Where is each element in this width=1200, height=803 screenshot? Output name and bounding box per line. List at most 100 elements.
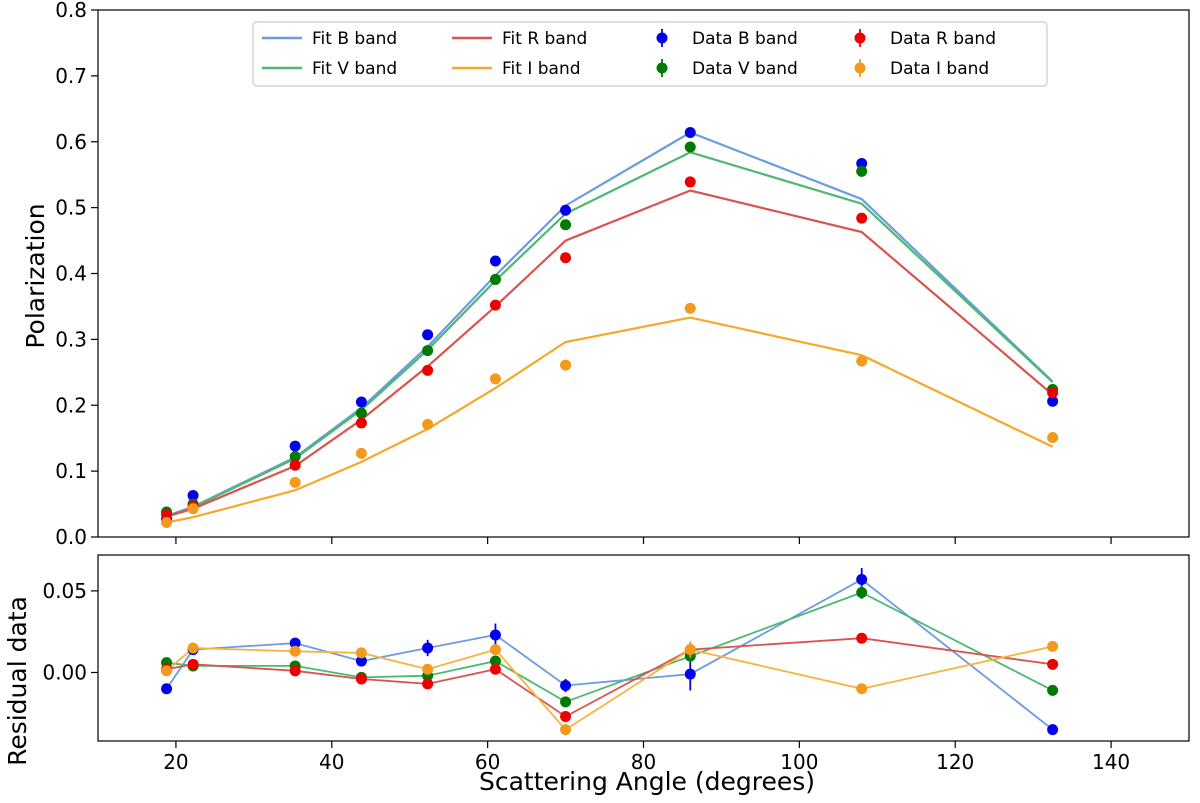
residual-point [489,629,501,641]
data-point [489,255,501,267]
data-point [489,373,501,385]
data-point [161,509,173,521]
residual-point [684,668,696,680]
data-point [856,157,868,169]
data-point [856,165,868,177]
y-axis-title-residual: Residual data [3,596,32,766]
legend-marker-swatch [854,62,866,74]
residual-point [1047,640,1059,652]
residual-line-residual-v-band [166,591,1054,703]
residual-point [187,642,199,654]
legend-item-fit-i-band: Fit I band [452,59,581,79]
residual-point [856,573,868,585]
data-point [684,176,696,188]
data-point [355,447,367,459]
fit-line-fit-i-band [166,316,1054,524]
data-point [560,359,572,371]
residual-point [422,642,434,654]
y-tick-label: 0.3 [55,327,87,351]
data-point [856,355,868,367]
y-tick-label: 0.4 [55,262,87,286]
data-point [422,364,434,376]
residual-point [489,663,501,675]
residual-line-residual-i-band [166,645,1053,731]
residual-point [1047,684,1059,696]
data-point [684,302,696,314]
y-tick-label: 0.8 [55,0,87,22]
data-point [1047,395,1059,407]
x-tick-label: 140 [1092,750,1130,774]
legend-item-data-i-band: Data I band [854,59,989,79]
data-point [684,141,696,153]
legend: Fit B band Fit V band Fit R band Fit I band… [252,21,1048,87]
data-point [289,476,301,488]
top-plot-frame [97,9,1190,538]
legend-label: Data B band [692,29,798,49]
data-point [187,489,199,501]
x-axis-title: Scattering Angle (degrees) [479,767,815,796]
residual-point [560,724,572,736]
x-tick-label: 40 [319,750,344,774]
residual-line-residual-r-band [166,637,1053,718]
residual-point [289,637,301,649]
residual-point [1047,724,1059,736]
legend-marker-swatch [656,62,668,74]
data-point [560,204,572,216]
fit-line-fit-v-band [166,151,1054,518]
residual-point [355,647,367,659]
y-axis-title-polarization: Polarization [21,203,50,348]
residual-point [856,683,868,695]
residual-point [856,632,868,644]
data-point [422,418,434,430]
data-point [289,459,301,471]
data-point [289,451,301,463]
y-tick-label: 0.7 [55,64,87,88]
residual-point [422,663,434,675]
data-point [560,219,572,231]
data-point [422,329,434,341]
residual-point [684,644,696,656]
data-series-data-i-band [161,302,1059,529]
data-point [422,345,434,357]
residual-point [856,587,868,599]
legend-label: Fit R band [502,29,587,49]
legend-label: Data R band [890,29,996,49]
y-tick-label: 0.00 [42,660,87,684]
residual-point [1047,658,1059,670]
data-point [856,212,868,224]
legend-label: Fit V band [312,59,397,79]
x-tick-label: 100 [780,750,818,774]
x-tick-label: 120 [936,750,974,774]
legend-label: Fit I band [502,59,581,79]
legend-label: Fit B band [312,29,397,49]
legend-label: Data I band [890,59,989,79]
residual-point [355,655,367,667]
legend-item-data-v-band: Data V band [656,59,798,79]
residual-point [560,711,572,723]
residual-point [489,655,501,667]
y-tick-label: 0.05 [42,579,87,603]
y-tick-label: 0.5 [55,196,87,220]
data-point [1047,387,1059,399]
y-tick-label: 0.1 [55,459,87,483]
data-point [489,299,501,311]
data-point [684,127,696,139]
residual-point [161,683,173,695]
data-point [489,273,501,285]
residual-point [422,678,434,690]
residual-point [161,665,173,677]
data-series-data-r-band [161,176,1059,521]
legend-item-fit-b-band: Fit B band [262,29,397,49]
legend-item-data-b-band: Data B band [656,29,798,49]
residual-point [289,645,301,657]
x-tick-label: 80 [631,750,656,774]
x-tick-label: 60 [475,750,500,774]
residual-panel: 0.05 0.00 20 40 60 80 100 120 140 [42,554,1190,774]
data-point [560,252,572,264]
data-point [355,417,367,429]
fit-line-fit-r-band [166,189,1054,518]
residual-point [289,665,301,677]
legend-marker-swatch [854,32,866,44]
y-tick-label: 0.6 [55,130,87,154]
